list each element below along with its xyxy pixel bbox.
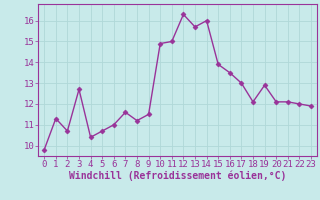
X-axis label: Windchill (Refroidissement éolien,°C): Windchill (Refroidissement éolien,°C) [69,171,286,181]
